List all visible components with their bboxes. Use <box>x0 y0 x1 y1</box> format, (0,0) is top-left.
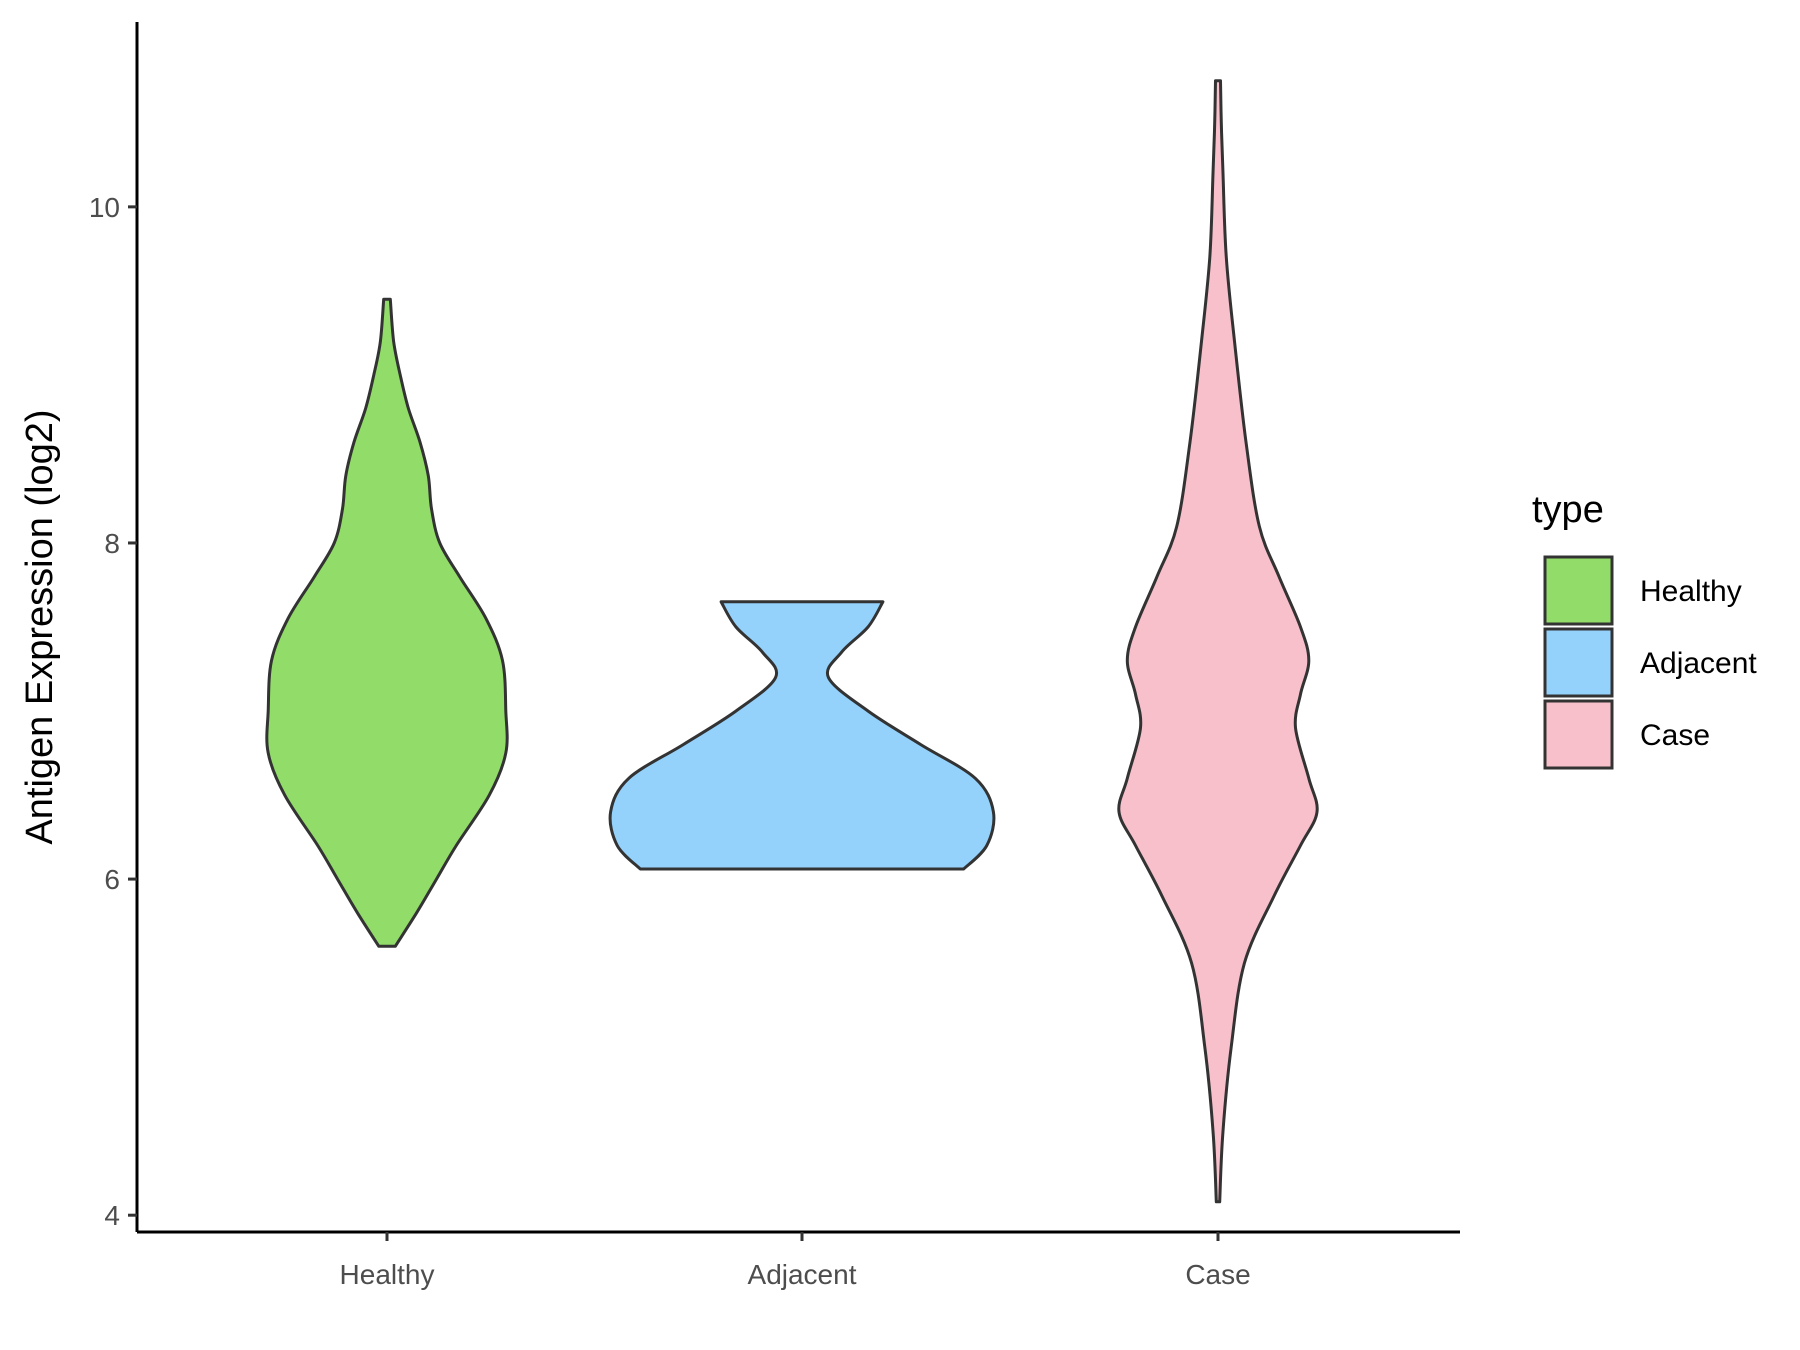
y-axis-title: Antigen Expression (log2) <box>19 409 61 844</box>
legend-title: type <box>1532 489 1604 531</box>
legend-swatch-healthy <box>1543 555 1614 626</box>
x-tick-label: Case <box>1185 1259 1250 1290</box>
legend-label-adjacent: Adjacent <box>1640 647 1757 680</box>
legend-swatch-case <box>1543 699 1614 770</box>
violin-case <box>1117 79 1319 1204</box>
legend-swatch-adjacent <box>1543 627 1614 698</box>
y-axis-ticks: 4 6 8 10 <box>89 192 137 1231</box>
legend-label-healthy: Healthy <box>1640 575 1742 608</box>
legend: type Healthy Adjacent Case <box>1532 489 1757 770</box>
violin-group <box>265 79 1319 1204</box>
y-tick-label: 10 <box>89 192 120 223</box>
y-tick-label: 8 <box>104 528 120 559</box>
x-tick-label: Adjacent <box>748 1259 857 1290</box>
x-axis-ticks: Healthy Adjacent Case <box>340 1232 1251 1290</box>
violin-adjacent <box>608 600 996 871</box>
violin-healthy <box>265 297 509 948</box>
x-tick-label: Healthy <box>340 1259 435 1290</box>
y-tick-label: 6 <box>104 864 120 895</box>
y-tick-label: 4 <box>104 1200 120 1231</box>
legend-label-case: Case <box>1640 719 1710 752</box>
